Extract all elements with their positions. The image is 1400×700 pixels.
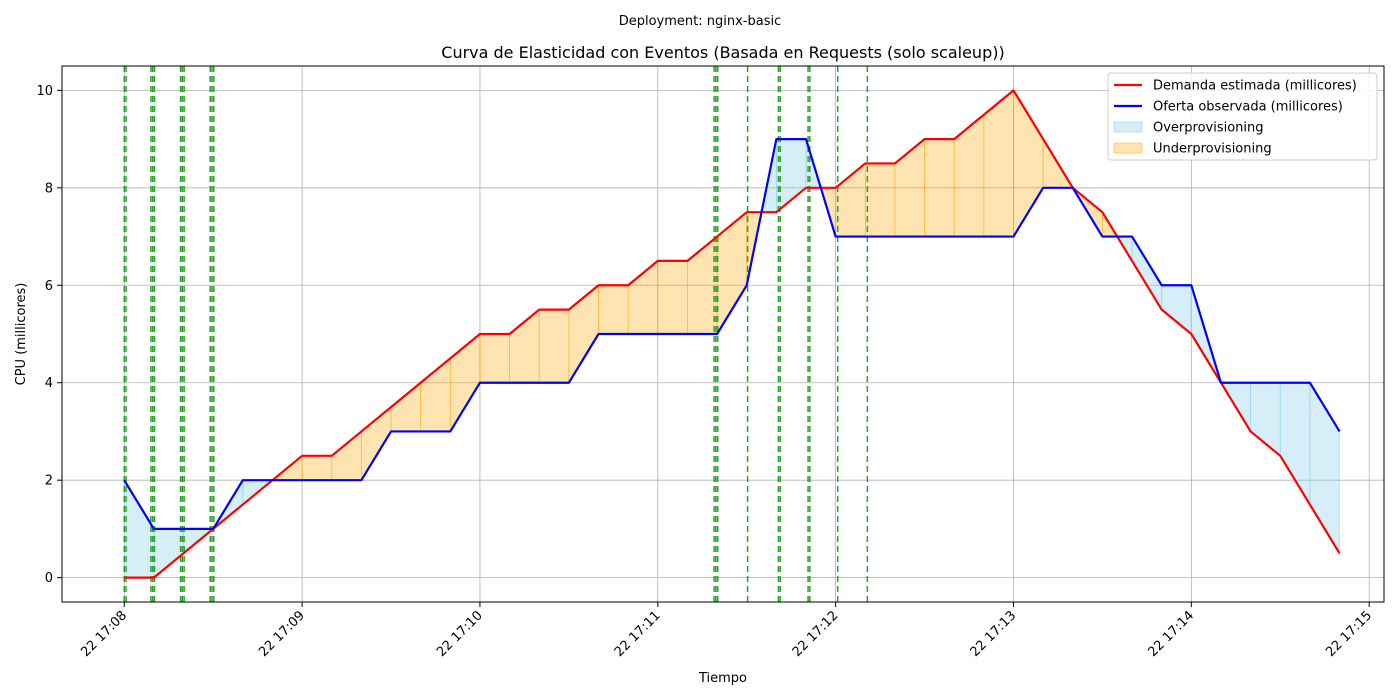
legend-demand-label: Demanda estimada (millicores) bbox=[1153, 79, 1357, 94]
underprovisioning-area bbox=[390, 381, 422, 432]
y-tick-label: 10 bbox=[36, 84, 53, 99]
x-tick-label: 22 17:13 bbox=[968, 608, 1020, 660]
underprovisioning-area bbox=[479, 333, 510, 384]
overprovisioning-area bbox=[153, 528, 184, 579]
overprovisioning-area bbox=[1279, 382, 1311, 506]
underprovisioning-area bbox=[953, 113, 985, 237]
x-tick-label: 22 17:11 bbox=[612, 608, 664, 660]
x-tick-label: 22 17:08 bbox=[78, 608, 130, 660]
x-tick-label: 22 17:12 bbox=[790, 608, 842, 660]
underprovisioning-area bbox=[687, 235, 718, 335]
y-tick-label: 4 bbox=[45, 376, 53, 391]
underprovisioning-area bbox=[864, 163, 896, 237]
underprovisioning-area bbox=[1013, 88, 1044, 238]
y-tick-label: 8 bbox=[45, 181, 53, 196]
underprovisioning-area bbox=[568, 284, 599, 385]
y-axis-ticks: 0 2 4 6 8 10 bbox=[36, 84, 62, 586]
legend-overprovisioning-swatch bbox=[1113, 121, 1143, 133]
series-lines bbox=[123, 89, 1341, 579]
chart-title: Curva de Elasticidad con Eventos (Basada… bbox=[441, 43, 1004, 62]
x-tick-label: 22 17:15 bbox=[1323, 608, 1375, 660]
legend: Demanda estimada (millicores) Oferta obse… bbox=[1107, 72, 1378, 161]
legend-box bbox=[1107, 72, 1378, 161]
supply-series-line bbox=[123, 137, 1341, 531]
underprovisioning-area bbox=[301, 455, 333, 481]
underprovisioning-area bbox=[924, 138, 955, 237]
underprovisioning-area bbox=[894, 138, 925, 237]
overprovisioning-area bbox=[1161, 284, 1192, 335]
plot-frame bbox=[61, 65, 1385, 603]
y-tick-label: 0 bbox=[45, 571, 53, 586]
underprovisioning-area bbox=[716, 211, 748, 336]
underprovisioning-area bbox=[449, 333, 481, 433]
y-axis-label: CPU (millicores) bbox=[14, 283, 29, 386]
underprovisioning-area bbox=[538, 309, 570, 384]
y-tick-label: 6 bbox=[45, 279, 53, 294]
legend-underprovisioning-label: Underprovisioning bbox=[1153, 142, 1272, 157]
x-axis-ticks: 22 17:08 22 17:09 22 17:10 22 17:11 22 17:12… bbox=[78, 602, 1375, 660]
legend-underprovisioning-swatch bbox=[1113, 142, 1143, 154]
y-tick-label: 2 bbox=[45, 474, 53, 489]
x-tick-label: 22 17:09 bbox=[256, 608, 308, 660]
x-tick-label: 22 17:10 bbox=[434, 608, 486, 660]
x-tick-label: 22 17:14 bbox=[1145, 608, 1197, 660]
overprovisioning-area bbox=[1131, 235, 1163, 312]
underprovisioning-area bbox=[331, 430, 362, 481]
x-axis-label: Tiempo bbox=[698, 671, 747, 686]
overprovisioning-area bbox=[123, 478, 155, 579]
provisioning-fills bbox=[123, 88, 1340, 579]
deployment-suptitle: Deployment: nginx-basic bbox=[619, 14, 782, 29]
underprovisioning-area bbox=[598, 284, 629, 335]
demand-series-line bbox=[124, 89, 1341, 579]
legend-supply-label: Oferta observada (millicores) bbox=[1153, 100, 1343, 115]
underprovisioning-area bbox=[657, 260, 688, 335]
legend-overprovisioning-label: Overprovisioning bbox=[1153, 121, 1264, 136]
